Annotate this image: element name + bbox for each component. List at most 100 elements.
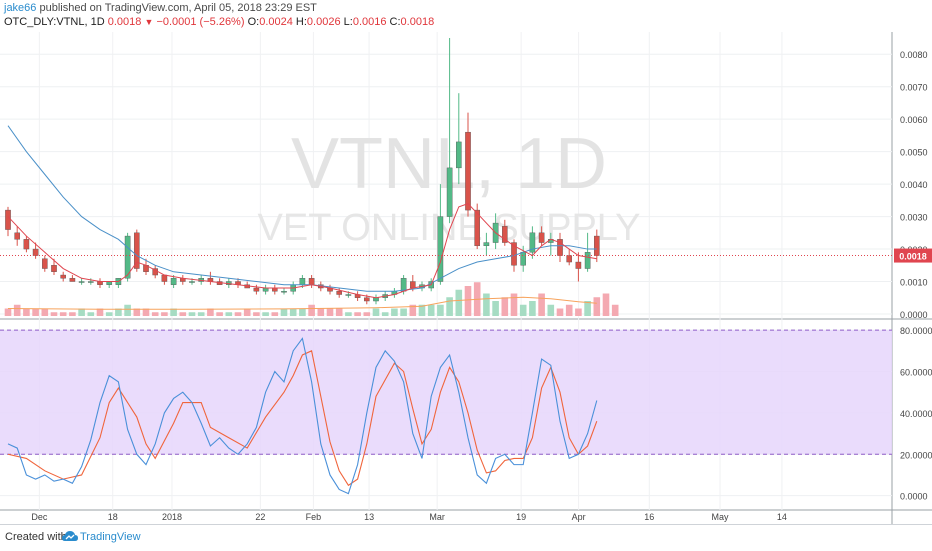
volume-bar <box>565 304 573 316</box>
volume-bar <box>87 312 95 316</box>
time-tick-label: Mar <box>429 512 445 522</box>
time-tick-label: 14 <box>777 512 787 522</box>
last-price-tag-label: 0.0018 <box>899 252 927 262</box>
publisher-username[interactable]: jake66 <box>4 2 37 14</box>
volume-bar <box>225 312 233 316</box>
volume-bar <box>299 308 306 316</box>
candle-body <box>161 274 168 282</box>
volume-bar <box>584 301 591 316</box>
volume-bar <box>23 308 30 316</box>
stoch-tick-label: 0.0000 <box>900 492 928 502</box>
candle-body <box>575 261 582 269</box>
volume-bar <box>354 312 361 316</box>
volume-bar <box>326 308 334 316</box>
volume-bar <box>161 312 168 316</box>
candle-body <box>529 232 536 253</box>
volume-bar <box>280 308 288 316</box>
candle-body <box>483 242 490 247</box>
volume-bar <box>519 304 527 316</box>
volume-bar <box>115 308 122 316</box>
candle-body <box>14 232 21 240</box>
volume-ma-line <box>7 296 597 310</box>
time-tick-label: Apr <box>572 512 586 522</box>
time-tick-label: 18 <box>108 512 118 522</box>
candle-body <box>253 287 260 292</box>
candle-body <box>446 167 453 217</box>
volume-bar <box>188 312 196 316</box>
volume-bar <box>556 308 564 316</box>
volume-bar <box>455 289 463 316</box>
volume-bar <box>335 308 343 316</box>
volume-bar <box>124 304 131 316</box>
time-tick-label: 2018 <box>162 512 182 522</box>
volume-bar <box>133 308 141 316</box>
volume-bar <box>363 312 371 316</box>
candle-body <box>69 278 76 282</box>
candle-body <box>5 209 11 230</box>
candle-body <box>60 274 66 279</box>
stoch-tick-label: 80.0000 <box>900 326 932 336</box>
close-value: 0.0018 <box>400 16 435 28</box>
time-tick-label: 13 <box>364 512 374 522</box>
volume-bar <box>372 308 380 316</box>
candle-body <box>345 294 352 296</box>
candle-body <box>78 281 85 283</box>
price-tick-label: 0.0060 <box>900 115 928 125</box>
created-with-label: Created with <box>5 531 67 543</box>
volume-bar <box>446 297 453 316</box>
volume-bar <box>289 308 297 316</box>
volume-bar <box>427 304 435 316</box>
stoch-d-line <box>7 350 598 487</box>
candle-body <box>594 235 600 256</box>
time-tick-label: May <box>712 512 730 522</box>
candle-body <box>364 297 370 302</box>
candle-body <box>511 242 517 266</box>
volume-bar <box>216 312 223 316</box>
volume-bar <box>418 304 426 316</box>
volume-bar <box>529 301 536 316</box>
candle-body <box>87 281 94 283</box>
open-value: 0.0024 <box>259 16 293 28</box>
symbol-label: OTC_DLY:VTNL, 1D <box>4 16 105 28</box>
volume-bar <box>151 312 159 316</box>
candle-body <box>32 248 39 256</box>
candle-body <box>336 291 343 295</box>
volume-bar <box>32 308 39 316</box>
candle-body <box>124 235 131 279</box>
volume-bar <box>602 293 610 316</box>
volume-bar <box>611 304 619 316</box>
tradingview-cloud-icon[interactable] <box>62 529 78 543</box>
candle-body <box>502 226 508 243</box>
stoch-tick-label: 20.0000 <box>900 450 932 460</box>
high-label: H: <box>295 16 307 28</box>
candle-body <box>474 209 481 247</box>
volume-bar <box>510 293 518 316</box>
volume-bar <box>197 312 205 316</box>
close-label: C: <box>389 16 401 28</box>
candle-body <box>299 278 306 285</box>
candle-body <box>520 252 526 266</box>
time-tick-label: Dec <box>31 512 48 522</box>
price-tick-label: 0.0040 <box>900 180 928 190</box>
volume-bar <box>400 308 407 316</box>
candle-body <box>437 216 444 282</box>
candle-body <box>538 232 545 243</box>
price-tick-label: 0.0070 <box>900 83 928 93</box>
candle-body <box>566 255 572 263</box>
publish-info: published on TradingView.com, April 05, … <box>36 2 317 14</box>
volume-bar <box>593 297 601 316</box>
volume-bar <box>59 312 67 316</box>
price-tick-label: 0.0010 <box>900 278 928 288</box>
price-tick-label: 0.0000 <box>900 310 928 320</box>
volume-bar <box>69 312 76 316</box>
publisher-line: jake66 published on TradingView.com, Apr… <box>4 2 317 14</box>
volume-bar <box>501 297 509 316</box>
volume-bar <box>464 286 472 316</box>
volume-bar <box>391 308 398 316</box>
tradingview-link[interactable]: TradingView <box>80 531 141 543</box>
stoch-k-line <box>7 337 598 495</box>
volume-bar <box>207 308 214 316</box>
chart-canvas[interactable]: VTNL, 1D VET ONLINE SUPPLY 0.00000.00100… <box>0 0 932 524</box>
candle-body <box>410 281 416 289</box>
volume-bar <box>381 312 389 316</box>
